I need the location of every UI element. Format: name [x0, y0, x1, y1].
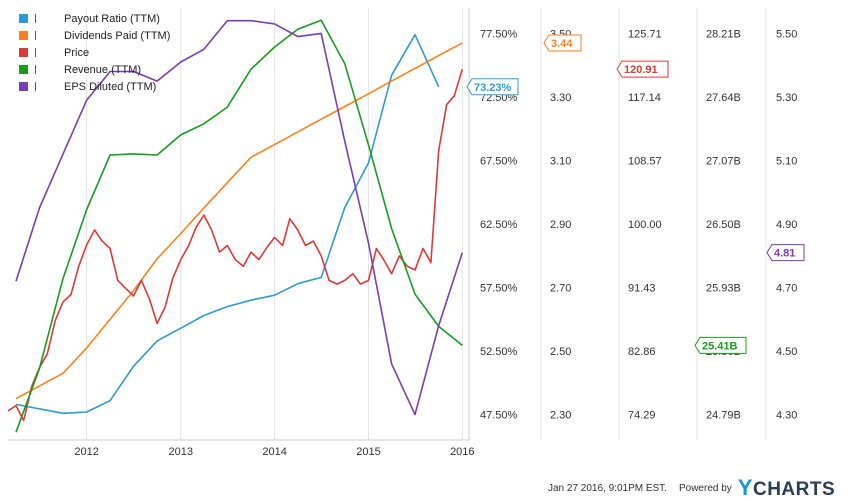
y-tick-label-payout: 57.50%: [480, 283, 518, 295]
legend-swatch-4: [19, 65, 28, 74]
series-line-4: [15, 19, 463, 433]
y-tick-label-payout: 67.50%: [480, 155, 518, 167]
legend-item-5[interactable]: EPS Diluted (TTM): [19, 81, 156, 93]
last-value-callout-4: 25.41B: [694, 336, 747, 354]
last-value-callouts: 73.23% 3.44 120.91 25.41B 4.81: [466, 34, 805, 354]
y-tick-label-revenue: 28.21B: [706, 29, 741, 41]
legend-swatch-1: [19, 14, 28, 23]
y-tick-label-payout: 77.50%: [480, 28, 518, 40]
legend-item-1[interactable]: Payout Ratio (TTM): [19, 13, 160, 25]
last-value-callout-2: 3.44: [543, 34, 582, 52]
callout-box-4: [694, 336, 747, 354]
y-tick-label-price: 74.29: [628, 410, 656, 422]
plot-frame: [8, 8, 767, 441]
y-tick-label-eps: 4.50: [776, 346, 797, 358]
legend-toggle-mark-1: [35, 14, 36, 23]
x-tick-label-2015: 2015: [356, 446, 380, 458]
legend-toggle-mark-2: [35, 31, 36, 40]
y-tick-label-eps: 5.30: [776, 92, 797, 104]
x-tick-label-2012: 2012: [74, 446, 98, 458]
callout-box-1: [466, 78, 519, 96]
y-tick-label-eps: 4.30: [776, 410, 797, 422]
y-tick-label-price: 125.71: [628, 28, 662, 40]
series-line-1: [15, 33, 440, 415]
legend-item-2[interactable]: Dividends Paid (TTM): [19, 30, 170, 42]
footer-timestamp: Jan 27 2016, 9:01PM EST.: [548, 482, 667, 494]
x-tick-label-2013: 2013: [169, 446, 193, 458]
y-tick-label-eps: 5.50: [776, 28, 797, 40]
y-tick-label-dividends: 2.70: [550, 283, 571, 295]
chart-footer: Jan 27 2016, 9:01PM EST. Powered by Y CH…: [548, 475, 844, 501]
legend-toggle-mark-5: [35, 82, 36, 91]
legend-label-2: Dividends Paid (TTM): [64, 30, 170, 42]
callout-text-4: 25.41B: [702, 340, 738, 352]
callout-text-2: 3.44: [551, 38, 573, 50]
callout-text-5: 4.81: [774, 248, 795, 260]
y-tick-label-dividends: 2.30: [550, 410, 571, 422]
y-tick-label-revenue: 27.64B: [706, 92, 741, 104]
grid-lines: [86, 8, 463, 440]
legend-toggle-mark-4: [35, 65, 36, 74]
y-tick-label-eps: 5.10: [776, 155, 797, 167]
y-tick-label-price: 108.57: [628, 156, 662, 168]
legend-item-4[interactable]: Revenue (TTM): [19, 64, 141, 76]
ycharts-logo-initial: Y: [737, 475, 753, 500]
legend-label-4: Revenue (TTM): [64, 64, 141, 76]
y-tick-label-dividends: 2.50: [550, 346, 571, 358]
y-tick-label-revenue: 26.50B: [706, 219, 741, 231]
callout-box-2: [543, 34, 582, 52]
y-axis-ticks: 77.50%72.50%67.50%62.50%57.50%52.50%47.5…: [480, 28, 797, 421]
last-value-callout-1: 73.23%: [466, 78, 519, 96]
y-tick-label-revenue: 27.07B: [706, 156, 741, 168]
x-axis-ticks: 2012 2013 2014 2015 2016: [74, 446, 474, 458]
y-tick-label-price: 117.14: [628, 92, 661, 104]
last-value-callout-5: 4.81: [766, 244, 805, 262]
callout-text-1: 73.23%: [474, 82, 512, 94]
legend-toggle-mark-3: [35, 48, 36, 57]
callout-box-5: [766, 244, 805, 262]
legend-label-5: EPS Diluted (TTM): [64, 81, 156, 93]
y-tick-label-price: 82.86: [628, 346, 656, 358]
x-tick-label-2014: 2014: [262, 446, 286, 458]
y-tick-label-eps: 4.90: [776, 219, 797, 231]
series-layer: [7, 19, 464, 433]
y-tick-label-price: 91.43: [628, 283, 656, 295]
legend-item-3[interactable]: Price: [19, 47, 89, 59]
ycharts-logo-text: CHARTS: [752, 479, 836, 500]
y-tick-label-dividends: 2.90: [550, 219, 571, 231]
y-tick-label-dividends: 3.10: [550, 155, 571, 167]
callout-text-3: 120.91: [624, 64, 658, 76]
y-tick-label-payout: 47.50%: [480, 410, 518, 422]
y-tick-label-payout: 62.50%: [480, 219, 518, 231]
last-value-callout-3: 120.91: [616, 60, 669, 78]
y-tick-label-revenue: 24.79B: [706, 409, 741, 421]
ycharts-logo[interactable]: Y CHARTS: [738, 475, 835, 501]
y-tick-label-revenue: 25.93B: [706, 282, 741, 294]
series-line-3: [7, 68, 464, 422]
callout-box-3: [616, 60, 669, 78]
powered-by-label: Powered by: [678, 482, 732, 494]
y-tick-label-dividends: 3.30: [550, 92, 571, 104]
legend-swatch-3: [19, 48, 28, 57]
legend-swatch-2: [19, 31, 28, 40]
legend-label-3: Price: [64, 47, 89, 59]
x-tick-label-2016: 2016: [450, 446, 474, 458]
series-line-5: [15, 19, 464, 416]
legend[interactable]: Payout Ratio (TTM) Dividends Paid (TTM) Pr…: [19, 13, 170, 93]
legend-swatch-5: [19, 82, 28, 91]
y-tick-label-eps: 4.70: [776, 283, 797, 295]
y-tick-label-payout: 52.50%: [480, 346, 518, 358]
series-line-2: [15, 42, 463, 400]
y-tick-label-price: 100.00: [628, 219, 662, 231]
legend-label-1: Payout Ratio (TTM): [64, 13, 160, 25]
